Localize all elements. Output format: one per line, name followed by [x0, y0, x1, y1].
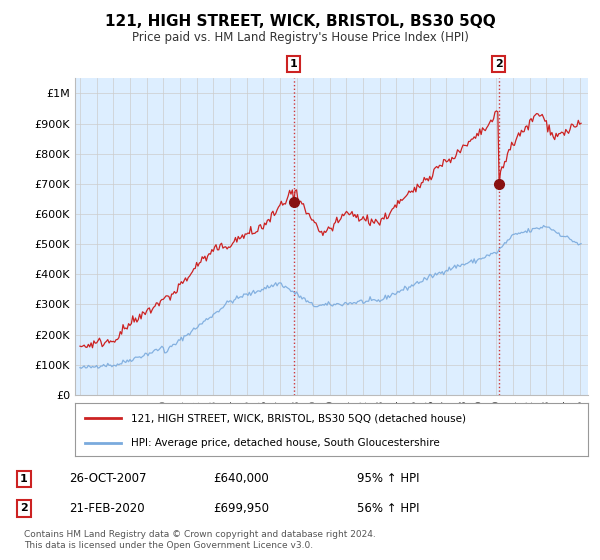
Text: 2: 2 — [20, 503, 28, 514]
Text: 2: 2 — [494, 59, 502, 69]
Text: HPI: Average price, detached house, South Gloucestershire: HPI: Average price, detached house, Sout… — [131, 438, 440, 448]
Text: 26-OCT-2007: 26-OCT-2007 — [69, 472, 146, 486]
Text: £699,950: £699,950 — [213, 502, 269, 515]
Text: 1: 1 — [290, 59, 298, 69]
Text: 56% ↑ HPI: 56% ↑ HPI — [357, 502, 419, 515]
Text: 121, HIGH STREET, WICK, BRISTOL, BS30 5QQ (detached house): 121, HIGH STREET, WICK, BRISTOL, BS30 5Q… — [131, 413, 466, 423]
Text: Price paid vs. HM Land Registry's House Price Index (HPI): Price paid vs. HM Land Registry's House … — [131, 31, 469, 44]
Text: 95% ↑ HPI: 95% ↑ HPI — [357, 472, 419, 486]
Text: 21-FEB-2020: 21-FEB-2020 — [69, 502, 145, 515]
Text: This data is licensed under the Open Government Licence v3.0.: This data is licensed under the Open Gov… — [24, 541, 313, 550]
Text: 121, HIGH STREET, WICK, BRISTOL, BS30 5QQ: 121, HIGH STREET, WICK, BRISTOL, BS30 5Q… — [104, 14, 496, 29]
Text: 1: 1 — [20, 474, 28, 484]
Text: £640,000: £640,000 — [213, 472, 269, 486]
Text: Contains HM Land Registry data © Crown copyright and database right 2024.: Contains HM Land Registry data © Crown c… — [24, 530, 376, 539]
